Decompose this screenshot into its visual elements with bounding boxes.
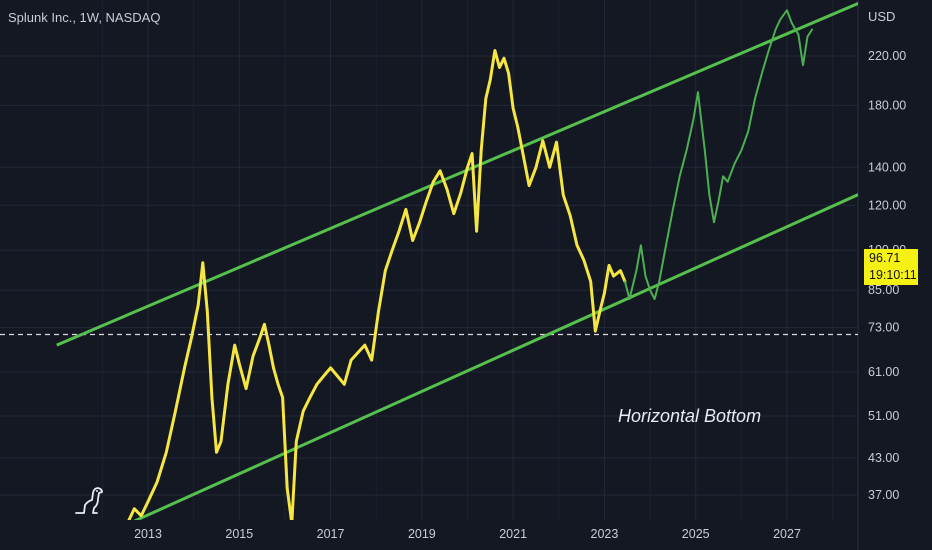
last-price: 96.71 [869, 251, 901, 265]
y-tick-label: 120.00 [868, 198, 906, 212]
x-tick-label: 2013 [134, 527, 162, 541]
x-tick-label: 2017 [317, 527, 345, 541]
channel-line-lower [133, 193, 858, 520]
price-line-projection [624, 9, 814, 300]
tradingview-dino-icon[interactable] [72, 483, 106, 517]
currency-label: USD [868, 9, 896, 24]
y-tick-label: 51.00 [868, 409, 899, 423]
y-tick-label: 61.00 [868, 365, 899, 379]
x-tick-label: 2015 [225, 527, 253, 541]
y-tick-label: 140.00 [868, 160, 906, 174]
x-tick-label: 2027 [773, 527, 801, 541]
x-tick-label: 2019 [408, 527, 436, 541]
x-tick-label: 2021 [499, 527, 527, 541]
symbol-title[interactable]: Splunk Inc., 1W, NASDAQ [8, 10, 161, 25]
price-line-history [127, 49, 627, 520]
last-price-badge: 96.71 19:10:11 [864, 249, 918, 285]
y-tick-label: 220.00 [868, 49, 906, 63]
y-tick-label: 37.00 [868, 488, 899, 502]
horizontal-bottom-annotation[interactable]: Horizontal Bottom [618, 406, 762, 426]
y-tick-label: 85.00 [868, 283, 899, 297]
y-tick-label: 180.00 [868, 98, 906, 112]
y-tick-label: 43.00 [868, 451, 899, 465]
y-tick-label: 73.00 [868, 321, 899, 335]
bar-countdown: 19:10:11 [869, 268, 917, 282]
x-tick-label: 2025 [682, 527, 710, 541]
x-tick-label: 2023 [591, 527, 619, 541]
